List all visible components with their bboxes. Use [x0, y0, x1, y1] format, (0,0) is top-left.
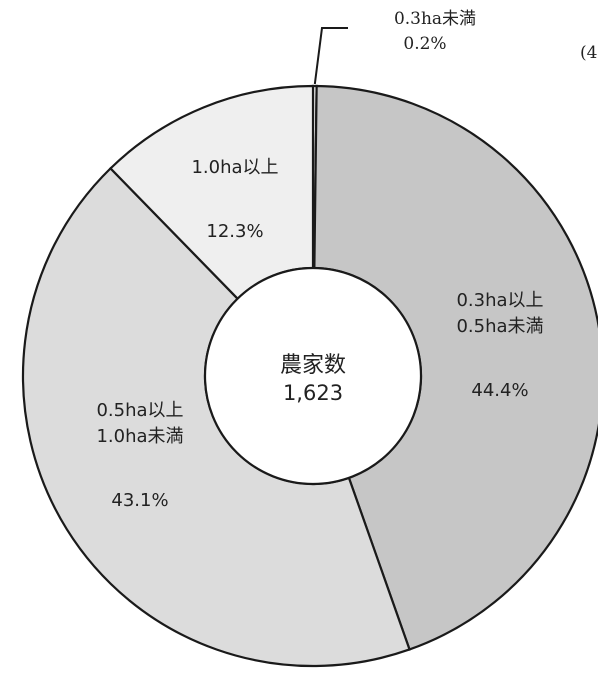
slice-percent-label: 44.4%: [471, 380, 528, 401]
slice-label: 1.0ha以上: [191, 157, 278, 178]
donut-center-hole: [203, 266, 423, 486]
slice-percent-label: 12.3%: [206, 221, 263, 242]
slice-label: 0.3ha以上: [456, 290, 543, 311]
slice-label: 0.5ha未満: [456, 316, 543, 337]
center-value: 1,623: [283, 381, 343, 405]
center-title: 農家数: [280, 353, 346, 378]
leader-line: [313, 27, 348, 85]
slice-label: 1.0ha未満: [96, 426, 183, 447]
slice-label: 0.5ha以上: [96, 400, 183, 421]
slice-percent-label: 43.1%: [111, 490, 168, 511]
corner-note: (4: [580, 43, 597, 63]
slice-label: 0.3ha未満: [394, 9, 476, 29]
slice-labels: 0.3ha未満 0.2% 0.3ha以上 0.5ha未満 44.4% 0.5ha以上 1.0…: [96, 9, 543, 511]
slice-percent-label: 0.2%: [403, 34, 446, 54]
donut-slices: [21, 84, 598, 668]
